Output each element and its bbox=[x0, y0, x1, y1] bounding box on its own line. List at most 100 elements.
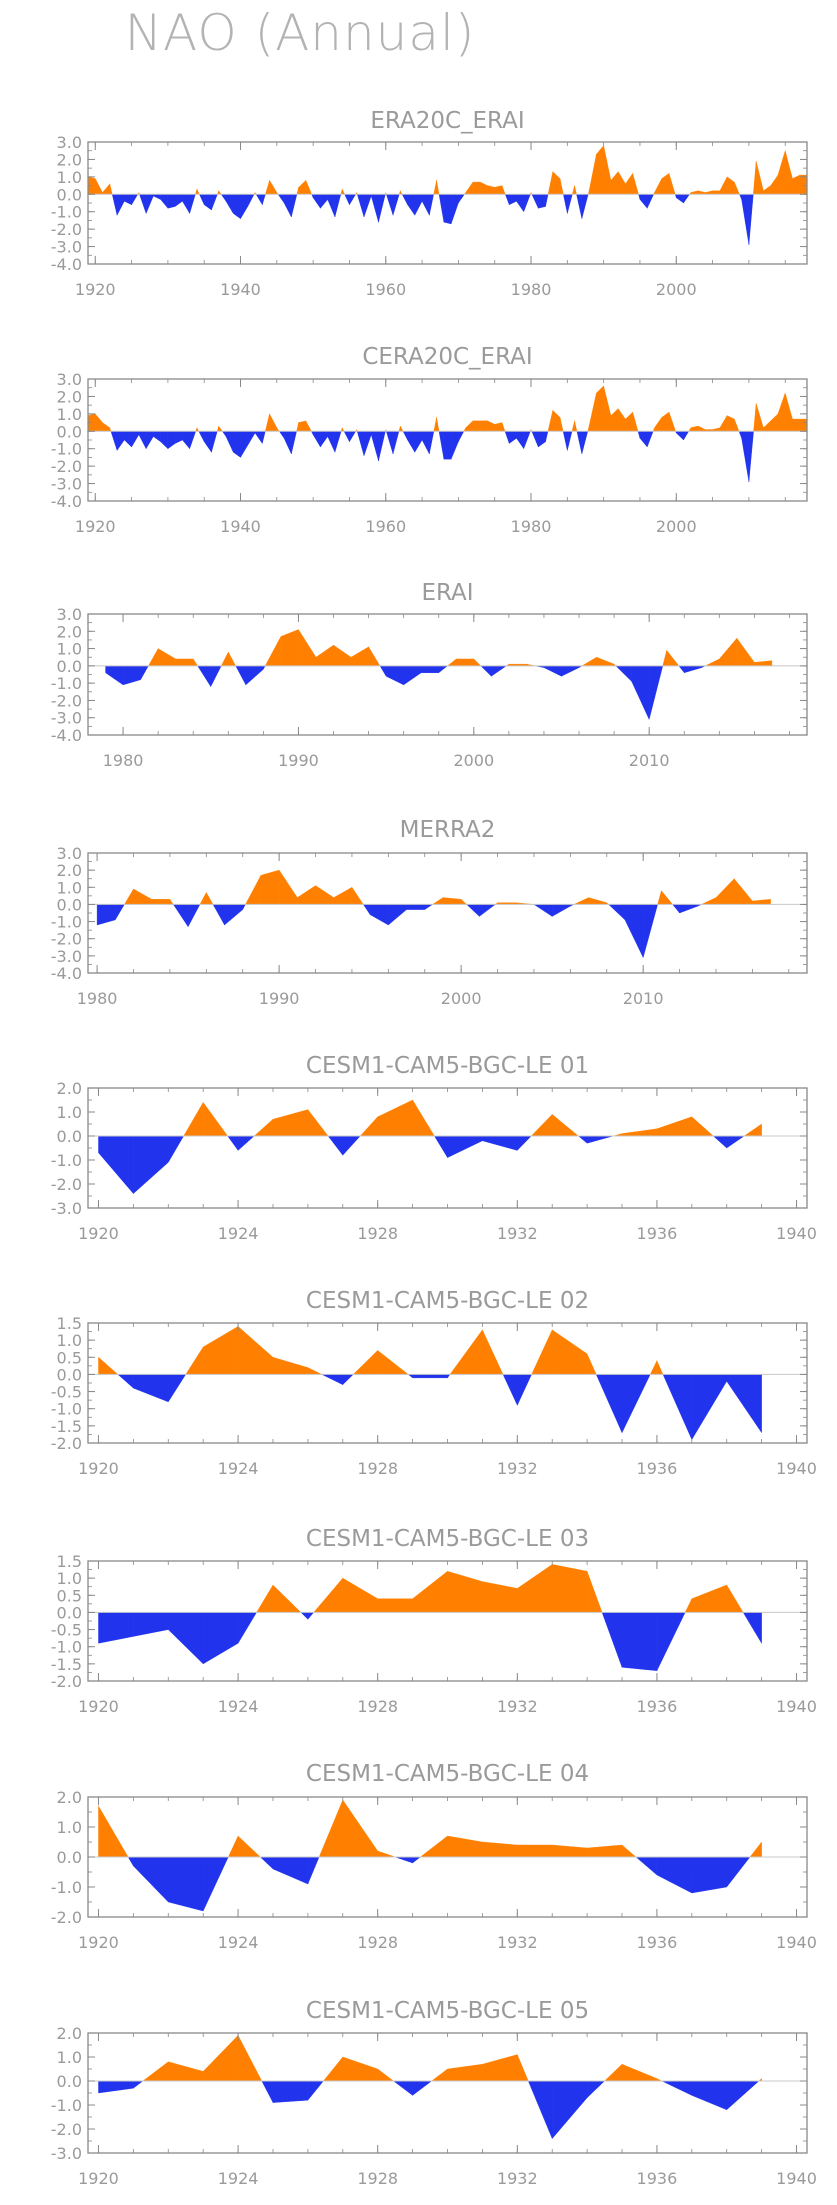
negative-area bbox=[577, 1135, 588, 1144]
y-tick-label: 3.0 bbox=[57, 844, 82, 863]
positive-area bbox=[596, 144, 604, 195]
x-tick-label: 1980 bbox=[511, 280, 552, 299]
x-tick-label: 1920 bbox=[75, 517, 116, 536]
y-tick-label: -1.0 bbox=[51, 203, 82, 222]
positive-area bbox=[777, 392, 786, 432]
chart-panel-2: CERA20C_ERAI 3.02.01.00.0-1.0-2.0-3.0-4.0… bbox=[51, 344, 808, 536]
y-tick-label: -2.0 bbox=[51, 691, 82, 710]
positive-area bbox=[400, 190, 403, 195]
positive-area bbox=[307, 1367, 322, 1375]
positive-area bbox=[621, 2063, 658, 2082]
negative-area bbox=[139, 194, 147, 214]
negative-area bbox=[343, 431, 350, 442]
negative-area bbox=[211, 431, 218, 453]
positive-area bbox=[341, 188, 345, 195]
positive-area bbox=[501, 422, 506, 432]
x-tick-label: 1936 bbox=[637, 1933, 678, 1952]
positive-area bbox=[431, 2068, 448, 2082]
negative-area bbox=[401, 194, 408, 205]
negative-area bbox=[576, 194, 583, 219]
x-tick-label: 1924 bbox=[218, 1933, 259, 1952]
negative-area bbox=[153, 431, 161, 443]
positive-area bbox=[697, 190, 706, 195]
negative-area bbox=[133, 2080, 144, 2089]
negative-area bbox=[676, 194, 684, 204]
negative-area bbox=[233, 431, 241, 458]
positive-area bbox=[621, 1844, 637, 1858]
y-tick-label: -4.0 bbox=[51, 726, 82, 745]
positive-area bbox=[752, 899, 771, 905]
positive-area bbox=[276, 427, 280, 432]
positive-area bbox=[133, 888, 152, 905]
positive-area bbox=[625, 172, 633, 195]
y-tick-label: 1.0 bbox=[57, 168, 82, 187]
negative-area bbox=[621, 1612, 658, 1671]
y-tick-label: 1.0 bbox=[57, 405, 82, 424]
negative-area bbox=[656, 1612, 686, 1671]
positive-area bbox=[552, 171, 561, 195]
negative-area bbox=[748, 431, 754, 482]
negative-area bbox=[450, 194, 459, 224]
positive-area bbox=[657, 890, 662, 905]
positive-area bbox=[296, 422, 299, 432]
positive-area bbox=[185, 1346, 204, 1375]
negative-area bbox=[551, 904, 571, 917]
negative-area bbox=[98, 2080, 134, 2094]
positive-area bbox=[333, 886, 353, 905]
negative-area bbox=[334, 431, 342, 453]
x-tick-label: 1932 bbox=[497, 1459, 538, 1478]
chart-panel-1: ERA20C_ERAI 3.02.01.00.0-1.0-2.0-3.0-4.0 1… bbox=[51, 108, 808, 299]
positive-area bbox=[124, 888, 134, 905]
positive-area bbox=[621, 1128, 658, 1137]
positive-area bbox=[217, 426, 219, 432]
y-tick-label: 0.0 bbox=[57, 422, 82, 441]
negative-area bbox=[263, 665, 266, 670]
panel-title: CESM1-CAM5-BGC-LE 03 bbox=[306, 1526, 589, 1552]
positive-area bbox=[95, 178, 103, 195]
negative-area bbox=[133, 1856, 169, 1903]
negative-area bbox=[741, 194, 750, 245]
positive-area bbox=[581, 656, 597, 667]
negative-area bbox=[621, 1374, 651, 1433]
y-tick-label: -3.0 bbox=[51, 1199, 82, 1218]
y-tick-label: 1.0 bbox=[57, 1331, 82, 1350]
positive-area bbox=[280, 629, 299, 667]
positive-area bbox=[168, 2061, 204, 2082]
negative-area bbox=[726, 2080, 760, 2111]
x-tick-label: 1932 bbox=[497, 2169, 538, 2188]
negative-area bbox=[307, 1612, 315, 1620]
y-tick-label: -2.0 bbox=[51, 220, 82, 239]
negative-area bbox=[676, 431, 684, 441]
positive-area bbox=[472, 420, 481, 432]
negative-area bbox=[392, 431, 400, 454]
negative-area bbox=[168, 1612, 204, 1665]
y-tick-label: -1.0 bbox=[51, 1878, 82, 1897]
positive-area bbox=[322, 2056, 343, 2082]
chart-panel-6: CESM1-CAM5-BGC-LE 02 1.51.00.50.0-0.5-1.0… bbox=[51, 1288, 817, 1478]
negative-area bbox=[504, 194, 510, 205]
positive-area bbox=[412, 1099, 435, 1137]
negative-area bbox=[726, 1135, 745, 1149]
negative-area bbox=[225, 194, 234, 215]
negative-area bbox=[545, 431, 549, 442]
y-tick-label: 1.0 bbox=[57, 1103, 82, 1122]
x-tick-label: 1990 bbox=[259, 989, 300, 1008]
positive-area bbox=[196, 427, 200, 432]
positive-area bbox=[603, 145, 612, 195]
negative-area bbox=[371, 194, 379, 223]
y-tick-label: 0.0 bbox=[57, 895, 82, 914]
negative-area bbox=[291, 194, 298, 217]
negative-area bbox=[562, 431, 568, 451]
negative-area bbox=[327, 194, 336, 218]
x-tick-label: 1920 bbox=[75, 280, 116, 299]
positive-area bbox=[743, 1123, 762, 1137]
positive-area bbox=[656, 1116, 693, 1137]
x-tick-label: 1990 bbox=[278, 751, 319, 770]
positive-area bbox=[586, 1844, 623, 1858]
positive-area bbox=[400, 425, 404, 432]
panel-title: ERA20C_ERAI bbox=[370, 108, 524, 134]
positive-area bbox=[799, 418, 808, 432]
positive-area bbox=[305, 180, 312, 195]
negative-area bbox=[110, 431, 118, 451]
positive-area bbox=[237, 1835, 261, 1858]
